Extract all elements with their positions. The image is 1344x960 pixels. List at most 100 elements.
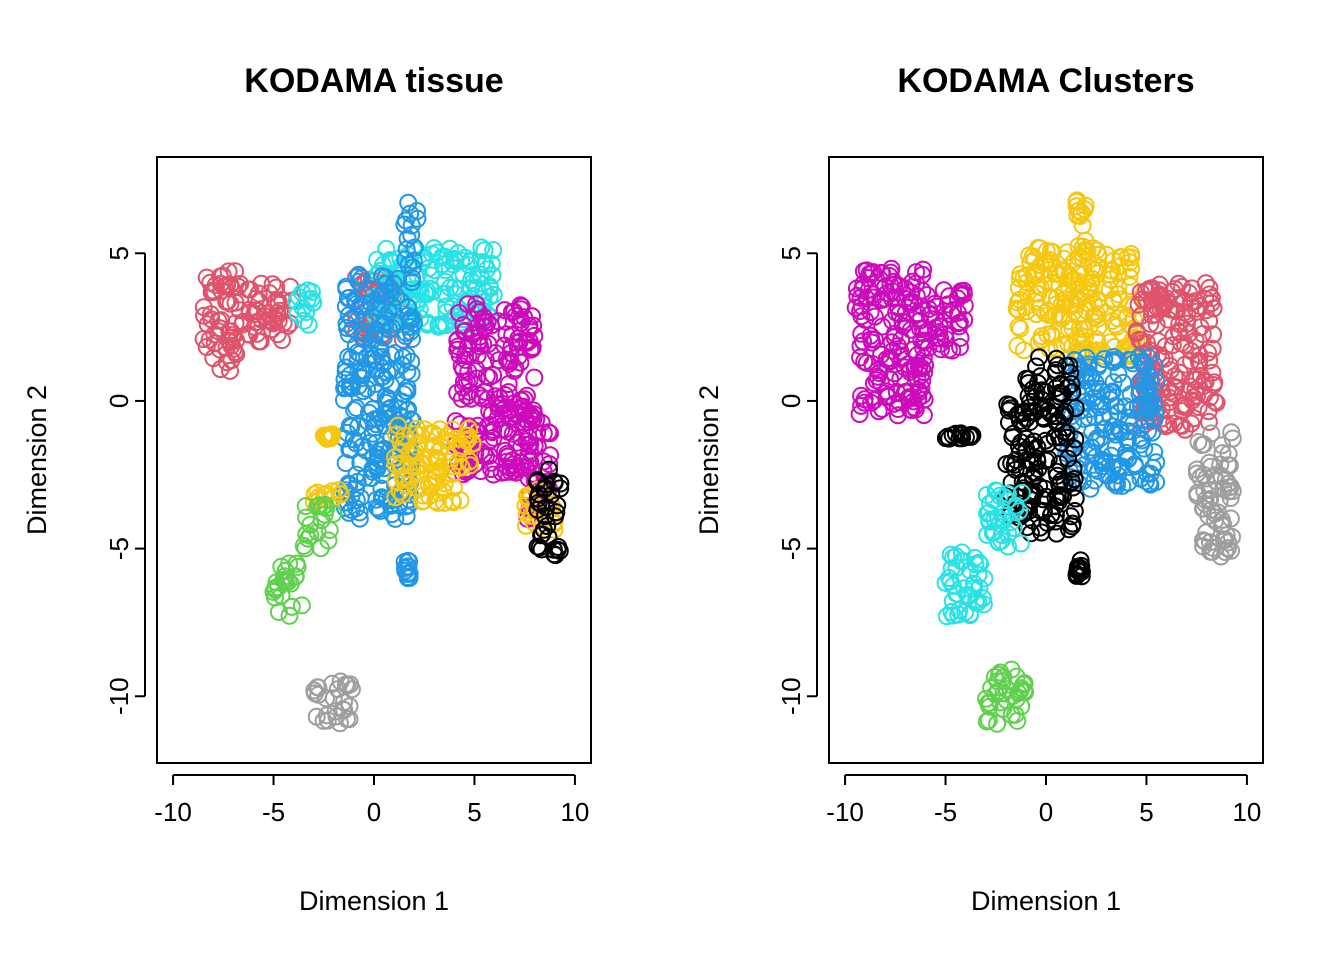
- data-point: [1069, 248, 1088, 267]
- data-point: [921, 305, 940, 323]
- data-point: [1081, 400, 1099, 418]
- data-point: [372, 479, 391, 498]
- data-point: [541, 424, 559, 443]
- data-point: [935, 302, 954, 321]
- data-point: [1219, 533, 1238, 552]
- data-point: [525, 368, 544, 387]
- data-point: [459, 430, 478, 449]
- data-point: [991, 663, 1010, 682]
- data-point: [1120, 408, 1139, 427]
- x-tick-label: 5: [467, 797, 481, 827]
- data-point: [852, 324, 871, 343]
- data-point: [1039, 302, 1057, 321]
- data-point: [1203, 339, 1222, 358]
- data-point: [999, 537, 1017, 556]
- data-point: [287, 292, 306, 311]
- tissue-panel: KODAMA tissue Dimension 1 Dimension 2 -1…: [22, 62, 592, 916]
- data-point: [373, 295, 392, 314]
- data-point: [436, 284, 455, 303]
- data-point: [1031, 518, 1049, 537]
- data-point: [855, 393, 874, 412]
- data-point: [1097, 245, 1116, 264]
- data-point: [1067, 197, 1086, 216]
- data-point: [403, 273, 421, 292]
- data-point: [280, 606, 299, 625]
- data-point: [212, 281, 231, 300]
- data-point: [988, 714, 1007, 733]
- data-point: [961, 606, 979, 625]
- data-point: [886, 324, 904, 343]
- data-point: [1202, 500, 1221, 519]
- data-point: [877, 382, 896, 401]
- data-point: [450, 346, 469, 365]
- data-point: [548, 496, 567, 515]
- data-point: [1124, 354, 1143, 373]
- data-point: [1045, 428, 1064, 447]
- x-axis: -10 -5 0 5 10: [154, 774, 589, 827]
- data-point: [994, 502, 1013, 521]
- data-point: [988, 482, 1007, 501]
- data-point: [442, 465, 461, 484]
- data-point: [1068, 191, 1087, 210]
- data-point: [1076, 371, 1095, 390]
- data-point: [403, 258, 422, 277]
- data-point: [497, 325, 516, 344]
- data-point: [221, 361, 239, 380]
- data-point: [851, 348, 870, 367]
- data-point: [1188, 302, 1206, 321]
- data-point: [863, 333, 882, 352]
- x-axis-label: Dimension 1: [971, 886, 1121, 916]
- data-point: [1207, 472, 1226, 491]
- data-point: [1084, 307, 1103, 326]
- data-point: [1009, 301, 1028, 320]
- data-point: [404, 251, 423, 270]
- series-3: [1057, 348, 1166, 498]
- data-point: [1122, 259, 1141, 278]
- data-point: [1017, 302, 1036, 321]
- series-1: [1007, 191, 1146, 366]
- data-point: [444, 457, 463, 476]
- data-point: [307, 707, 326, 726]
- data-point: [1201, 533, 1219, 552]
- data-point: [320, 521, 339, 539]
- data-point: [1028, 438, 1047, 457]
- data-point: [966, 555, 985, 574]
- data-point: [366, 346, 385, 365]
- data-point: [297, 508, 316, 527]
- data-point: [368, 453, 387, 472]
- data-point: [376, 370, 395, 389]
- data-point: [365, 329, 384, 348]
- data-point: [1072, 556, 1091, 575]
- data-point: [506, 404, 525, 423]
- data-point: [951, 282, 970, 301]
- x-tick-label: 0: [1039, 797, 1053, 827]
- y-tick-label: 5: [776, 246, 806, 260]
- data-point: [505, 302, 524, 321]
- data-point: [347, 398, 366, 417]
- data-point: [1169, 274, 1188, 293]
- data-point: [402, 352, 421, 371]
- data-point: [852, 297, 871, 316]
- data-point: [907, 263, 926, 282]
- data-point: [1200, 491, 1219, 510]
- data-point: [248, 324, 266, 343]
- data-point: [429, 317, 448, 336]
- data-point: [944, 301, 963, 319]
- data-point: [463, 434, 482, 453]
- data-point: [887, 303, 906, 322]
- x-tick-label: -5: [262, 797, 285, 827]
- data-point: [515, 390, 534, 409]
- data-point: [951, 338, 969, 356]
- data-point: [470, 386, 489, 405]
- data-point: [1011, 534, 1030, 553]
- data-point: [496, 386, 514, 404]
- data-point: [428, 493, 447, 512]
- chart-title: KODAMA Clusters: [897, 62, 1194, 100]
- data-point: [480, 287, 499, 306]
- data-point: [295, 311, 314, 330]
- data-point: [1032, 327, 1051, 346]
- data-point: [489, 351, 508, 370]
- data-point: [226, 262, 245, 281]
- data-point: [1088, 429, 1106, 448]
- data-point: [891, 369, 910, 388]
